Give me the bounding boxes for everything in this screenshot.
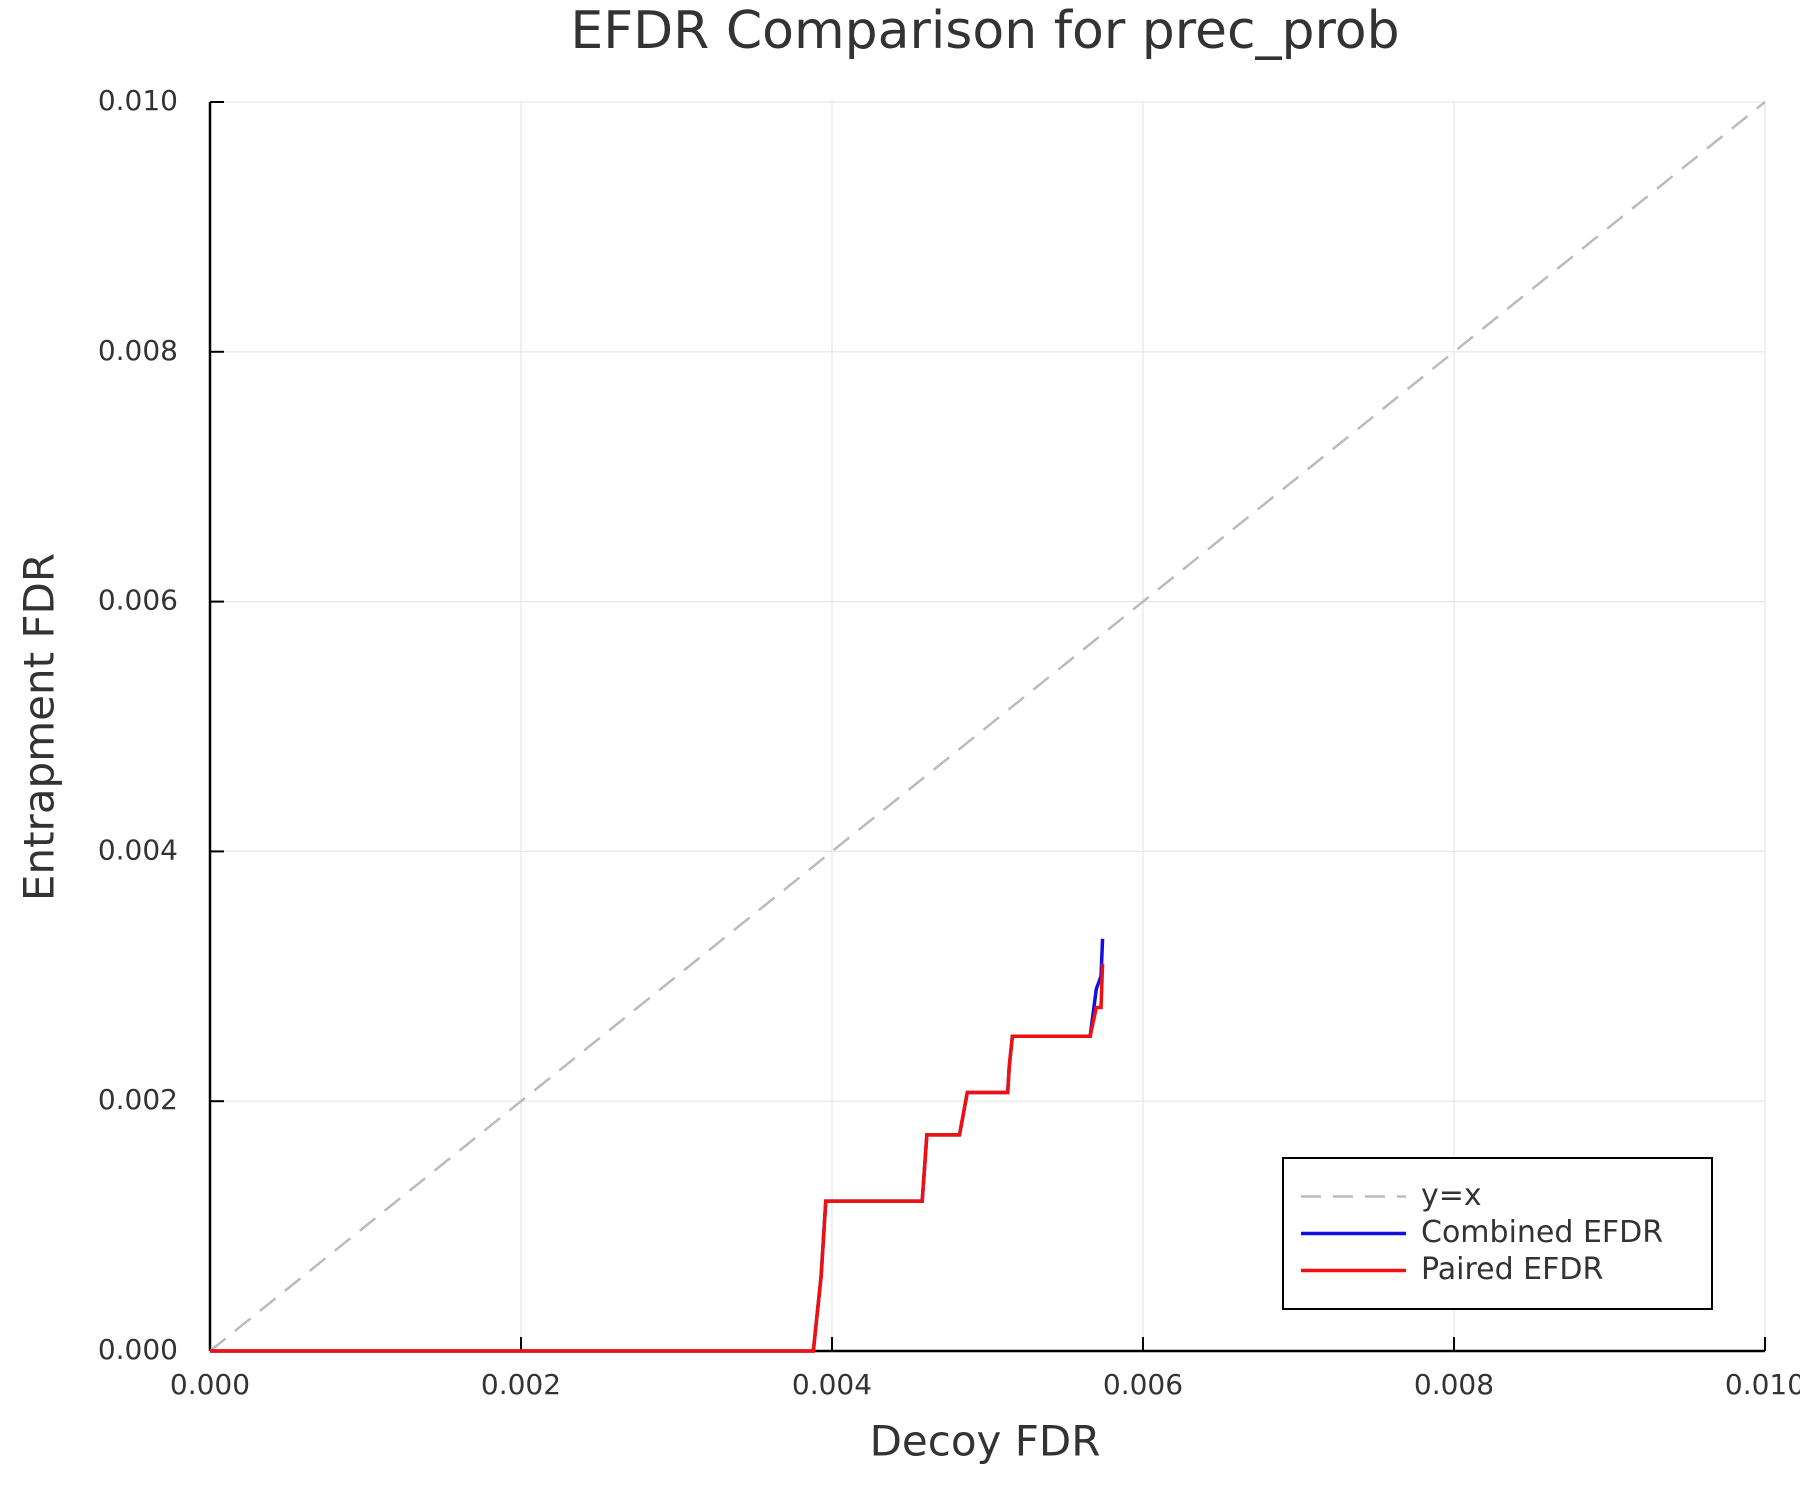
y-tick-label: 0.002 — [98, 1083, 178, 1116]
y-tick-label: 0.000 — [98, 1333, 178, 1366]
x-tick-label: 0.004 — [792, 1368, 872, 1401]
y-tick-label: 0.010 — [98, 84, 178, 117]
y-axis-label: Entrapment FDR — [15, 553, 64, 901]
y-tick-label: 0.004 — [98, 833, 178, 866]
y-tick-label: 0.006 — [98, 584, 178, 617]
x-tick-label: 0.002 — [481, 1368, 561, 1401]
x-tick-label: 0.008 — [1414, 1368, 1494, 1401]
x-axis-label: Decoy FDR — [870, 1417, 1101, 1466]
x-tick-label: 0.000 — [170, 1368, 250, 1401]
y-tick-label: 0.008 — [98, 334, 178, 367]
chart-title: EFDR Comparison for prec_prob — [570, 1, 1399, 61]
x-tick-label: 0.010 — [1725, 1368, 1800, 1401]
series-line — [209, 101, 1766, 1352]
legend-label: Paired EFDR — [1421, 1252, 1603, 1287]
series-line — [210, 963, 1105, 1353]
legend-label: Combined EFDR — [1421, 1215, 1663, 1250]
x-tick-label: 0.006 — [1103, 1368, 1183, 1401]
legend-label: y=x — [1421, 1178, 1482, 1213]
series-line — [210, 938, 1105, 1353]
